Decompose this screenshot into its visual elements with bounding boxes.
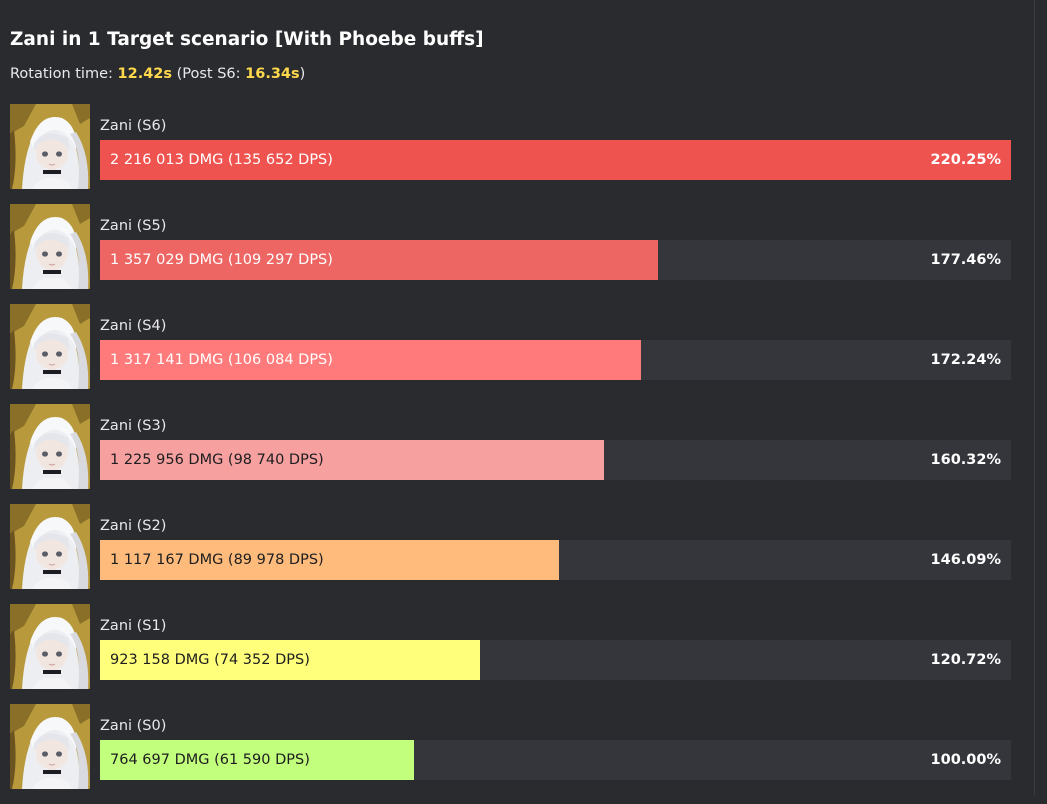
rotation-time-line: Rotation time: 12.42s (Post S6: 16.34s) <box>10 66 305 82</box>
rotation-post-time-value: 16.34s <box>245 66 300 82</box>
bar-percent-label: 100.00% <box>930 752 1001 768</box>
bar-value-label: 923 158 DMG (74 352 DPS) <box>110 652 310 668</box>
bar-category-label: Zani (S3) <box>100 418 167 434</box>
chart-row: Zani (S6) 2 216 013 DMG (135 652 DPS) 220.… <box>0 104 1047 204</box>
bar-track: 2 216 013 DMG (135 652 DPS) 220.25% <box>100 140 1011 180</box>
page-edge-divider <box>1034 0 1035 795</box>
rotation-time-value: 12.42s <box>117 66 173 82</box>
bar-percent-label: 177.46% <box>930 252 1001 268</box>
bar-category-label: Zani (S5) <box>100 218 167 234</box>
bar-category-label: Zani (S1) <box>100 618 167 634</box>
rotation-prefix: Rotation time: <box>10 66 118 82</box>
character-portrait <box>10 604 90 689</box>
bar-percent-label: 120.72% <box>930 652 1001 668</box>
bar-track: 1 225 956 DMG (98 740 DPS) 160.32% <box>100 440 1011 480</box>
character-portrait <box>10 504 90 589</box>
bar-percent-label: 160.32% <box>930 452 1001 468</box>
bar <box>100 640 480 680</box>
character-portrait <box>10 304 90 389</box>
character-portrait <box>10 404 90 489</box>
character-portrait <box>10 204 90 289</box>
bar <box>100 740 414 780</box>
bar <box>100 540 559 580</box>
bar-value-label: 2 216 013 DMG (135 652 DPS) <box>110 152 333 168</box>
bar <box>100 340 641 380</box>
bar-percent-label: 220.25% <box>930 152 1001 168</box>
bar-value-label: 1 357 029 DMG (109 297 DPS) <box>110 252 333 268</box>
bar <box>100 440 604 480</box>
character-portrait <box>10 704 90 789</box>
rotation-suffix: ) <box>299 66 306 82</box>
chart-row: Zani (S2) 1 117 167 DMG (89 978 DPS) 146.0… <box>0 504 1047 604</box>
chart-row: Zani (S0) 764 697 DMG (61 590 DPS) 100.00% <box>0 704 1047 804</box>
bar-percent-label: 146.09% <box>930 552 1001 568</box>
chart-title: Zani in 1 Target scenario [With Phoebe b… <box>10 29 484 50</box>
bar-category-label: Zani (S2) <box>100 518 167 534</box>
bar-track: 764 697 DMG (61 590 DPS) 100.00% <box>100 740 1011 780</box>
bar-value-label: 764 697 DMG (61 590 DPS) <box>110 752 310 768</box>
bar <box>100 140 1011 180</box>
bar-percent-label: 172.24% <box>930 352 1001 368</box>
bar-value-label: 1 117 167 DMG (89 978 DPS) <box>110 552 324 568</box>
chart-row: Zani (S4) 1 317 141 DMG (106 084 DPS) 172.… <box>0 304 1047 404</box>
chart-row: Zani (S1) 923 158 DMG (74 352 DPS) 120.72% <box>0 604 1047 704</box>
bar-category-label: Zani (S6) <box>100 118 167 134</box>
chart-row: Zani (S5) 1 357 029 DMG (109 297 DPS) 177.… <box>0 204 1047 304</box>
bar-category-label: Zani (S4) <box>100 318 167 334</box>
bar-track: 923 158 DMG (74 352 DPS) 120.72% <box>100 640 1011 680</box>
character-portrait <box>10 104 90 189</box>
chart-row: Zani (S3) 1 225 956 DMG (98 740 DPS) 160.3… <box>0 404 1047 504</box>
bar-track: 1 317 141 DMG (106 084 DPS) 172.24% <box>100 340 1011 380</box>
bar-track: 1 357 029 DMG (109 297 DPS) 177.46% <box>100 240 1011 280</box>
bar <box>100 240 658 280</box>
rotation-post-prefix: (Post S6: <box>172 66 246 82</box>
bar-value-label: 1 225 956 DMG (98 740 DPS) <box>110 452 324 468</box>
bar-category-label: Zani (S0) <box>100 718 167 734</box>
bar-track: 1 117 167 DMG (89 978 DPS) 146.09% <box>100 540 1011 580</box>
bar-value-label: 1 317 141 DMG (106 084 DPS) <box>110 352 333 368</box>
